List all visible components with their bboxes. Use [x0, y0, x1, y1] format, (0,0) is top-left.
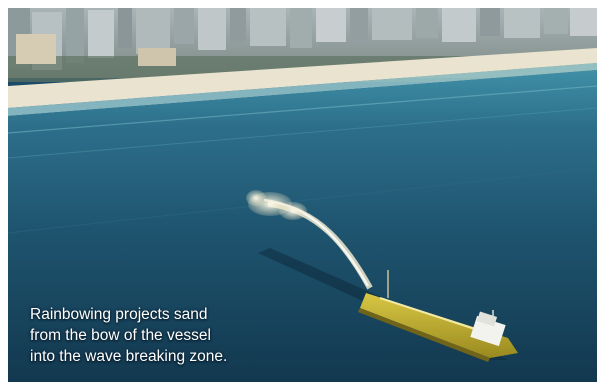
photo-frame: Rainbowing projects sand from the bow of… [8, 8, 597, 382]
beach [8, 48, 597, 108]
caption-line-2: from the bow of the vessel [30, 327, 211, 344]
caption-line-3: into the wave breaking zone. [30, 348, 228, 365]
dredging-vessel [358, 270, 518, 362]
photo-caption: Rainbowing projects sand from the bow of… [30, 304, 330, 367]
photo-illustration [8, 8, 597, 382]
city-skyline [8, 8, 597, 82]
sea [8, 70, 597, 382]
caption-line-1: Rainbowing projects sand [30, 306, 208, 323]
sand-spray [246, 190, 373, 290]
